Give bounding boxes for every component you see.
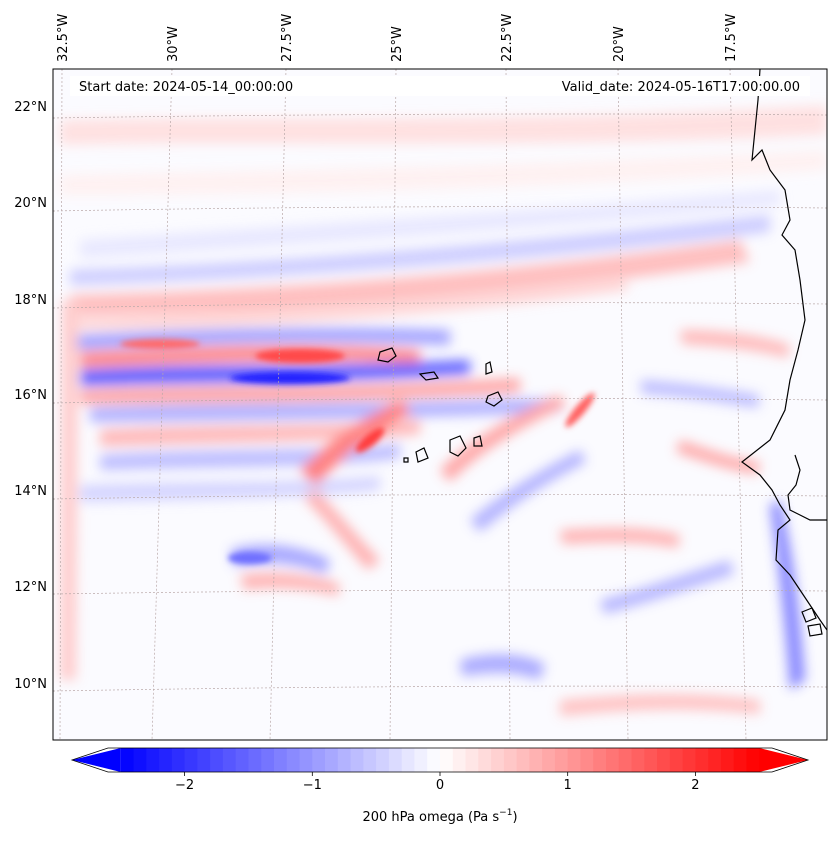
colorbar-cell bbox=[197, 748, 211, 772]
valid-date-label: Valid_date: 2024-05-16T17:00:00.00 bbox=[562, 80, 800, 95]
colorbar-cell bbox=[720, 748, 735, 772]
coastlines bbox=[377, 69, 827, 637]
lon-label: 17.5°W bbox=[724, 14, 739, 62]
colorbar-cell bbox=[235, 748, 250, 772]
colorbar-cells bbox=[72, 748, 808, 772]
colorbar-tick-label: 1 bbox=[564, 778, 572, 793]
colorbar-cell bbox=[401, 748, 416, 772]
colorbar-cell bbox=[631, 748, 645, 772]
colorbar-cell bbox=[465, 748, 479, 772]
lon-label: 27.5°W bbox=[280, 14, 295, 62]
longitude-labels: 32.5°W 30°W 27.5°W 25°W 22.5°W 20°W 17.5… bbox=[56, 14, 739, 62]
omega-field bbox=[60, 105, 827, 716]
colorbar-cell bbox=[682, 748, 696, 772]
latitude-labels: 22°N 20°N 18°N 16°N 14°N 12°N 10°N bbox=[14, 100, 47, 692]
colorbar-cell bbox=[146, 748, 160, 772]
colorbar-cell bbox=[516, 748, 530, 772]
lon-label: 32.5°W bbox=[56, 14, 71, 62]
colorbar-cell bbox=[491, 748, 505, 772]
lon-label: 20°W bbox=[612, 26, 627, 62]
colorbar-tick-label: 0 bbox=[436, 778, 444, 793]
colorbar-cell bbox=[733, 748, 748, 772]
colorbar-extend-high bbox=[759, 748, 808, 772]
lat-label: 14°N bbox=[14, 484, 47, 499]
colorbar-label: 200 hPa omega (Pa s−1) bbox=[362, 808, 517, 825]
date-header-bar: Start date: 2024-05-14_00:00:00 Valid_da… bbox=[70, 76, 810, 96]
colorbar-cell bbox=[452, 748, 467, 772]
colorbar-tick-label: −1 bbox=[303, 778, 322, 793]
colorbar-cell bbox=[503, 748, 518, 772]
lat-label: 20°N bbox=[14, 196, 47, 211]
colorbar-cell bbox=[299, 748, 313, 772]
colorbar-cell bbox=[184, 748, 198, 772]
lon-label: 30°W bbox=[166, 26, 181, 62]
colorbar-cell bbox=[337, 748, 352, 772]
colorbar-outline bbox=[70, 747, 810, 773]
colorbar-cell bbox=[542, 748, 556, 772]
colorbar-cell bbox=[133, 748, 147, 772]
colorbar-cell bbox=[567, 748, 582, 772]
colorbar-ticks: −2 −1 0 1 2 bbox=[175, 772, 700, 793]
colorbar-cell bbox=[261, 748, 275, 772]
colorbar-cell bbox=[159, 748, 173, 772]
colorbar-cell bbox=[222, 748, 237, 772]
colorbar-tick-label: 2 bbox=[691, 778, 699, 793]
map-panel bbox=[52, 68, 828, 741]
colorbar-extend-low bbox=[72, 748, 121, 772]
lat-label: 22°N bbox=[14, 100, 47, 115]
colorbar-cell bbox=[120, 748, 135, 772]
colorbar: −2 −1 0 1 2 200 hPa omega (Pa s−1) bbox=[70, 747, 810, 825]
colorbar-cell bbox=[554, 748, 569, 772]
colorbar-cell bbox=[210, 748, 224, 772]
colorbar-cell bbox=[606, 748, 620, 772]
colorbar-cell bbox=[286, 748, 301, 772]
colorbar-cell bbox=[350, 748, 364, 772]
start-date-label: Start date: 2024-05-14_00:00:00 bbox=[79, 80, 293, 95]
colorbar-cell bbox=[325, 748, 339, 772]
colorbar-cell bbox=[695, 748, 709, 772]
colorbar-cell bbox=[657, 748, 671, 772]
colorbar-cell bbox=[427, 748, 441, 772]
colorbar-cell bbox=[388, 748, 403, 772]
lon-label: 25°W bbox=[390, 26, 405, 62]
colorbar-cell bbox=[618, 748, 633, 772]
colorbar-cell bbox=[669, 748, 684, 772]
lat-label: 18°N bbox=[14, 293, 47, 308]
colorbar-cell bbox=[440, 748, 454, 772]
colorbar-cell bbox=[248, 748, 262, 772]
colorbar-cell bbox=[708, 748, 722, 772]
colorbar-cell bbox=[644, 748, 658, 772]
lon-label: 22.5°W bbox=[500, 14, 515, 62]
colorbar-cell bbox=[478, 748, 492, 772]
colorbar-cell bbox=[171, 748, 186, 772]
colorbar-tick-label: −2 bbox=[175, 778, 194, 793]
lat-label: 10°N bbox=[14, 677, 47, 692]
colorbar-cell bbox=[746, 748, 760, 772]
colorbar-cell bbox=[593, 748, 607, 772]
lat-label: 12°N bbox=[14, 580, 47, 595]
lat-label: 16°N bbox=[14, 388, 47, 403]
colorbar-cell bbox=[414, 748, 428, 772]
colorbar-cell bbox=[274, 748, 288, 772]
colorbar-cell bbox=[580, 748, 594, 772]
colorbar-cell bbox=[363, 748, 377, 772]
colorbar-cell bbox=[376, 748, 390, 772]
colorbar-cell bbox=[312, 748, 326, 772]
colorbar-cell bbox=[529, 748, 543, 772]
